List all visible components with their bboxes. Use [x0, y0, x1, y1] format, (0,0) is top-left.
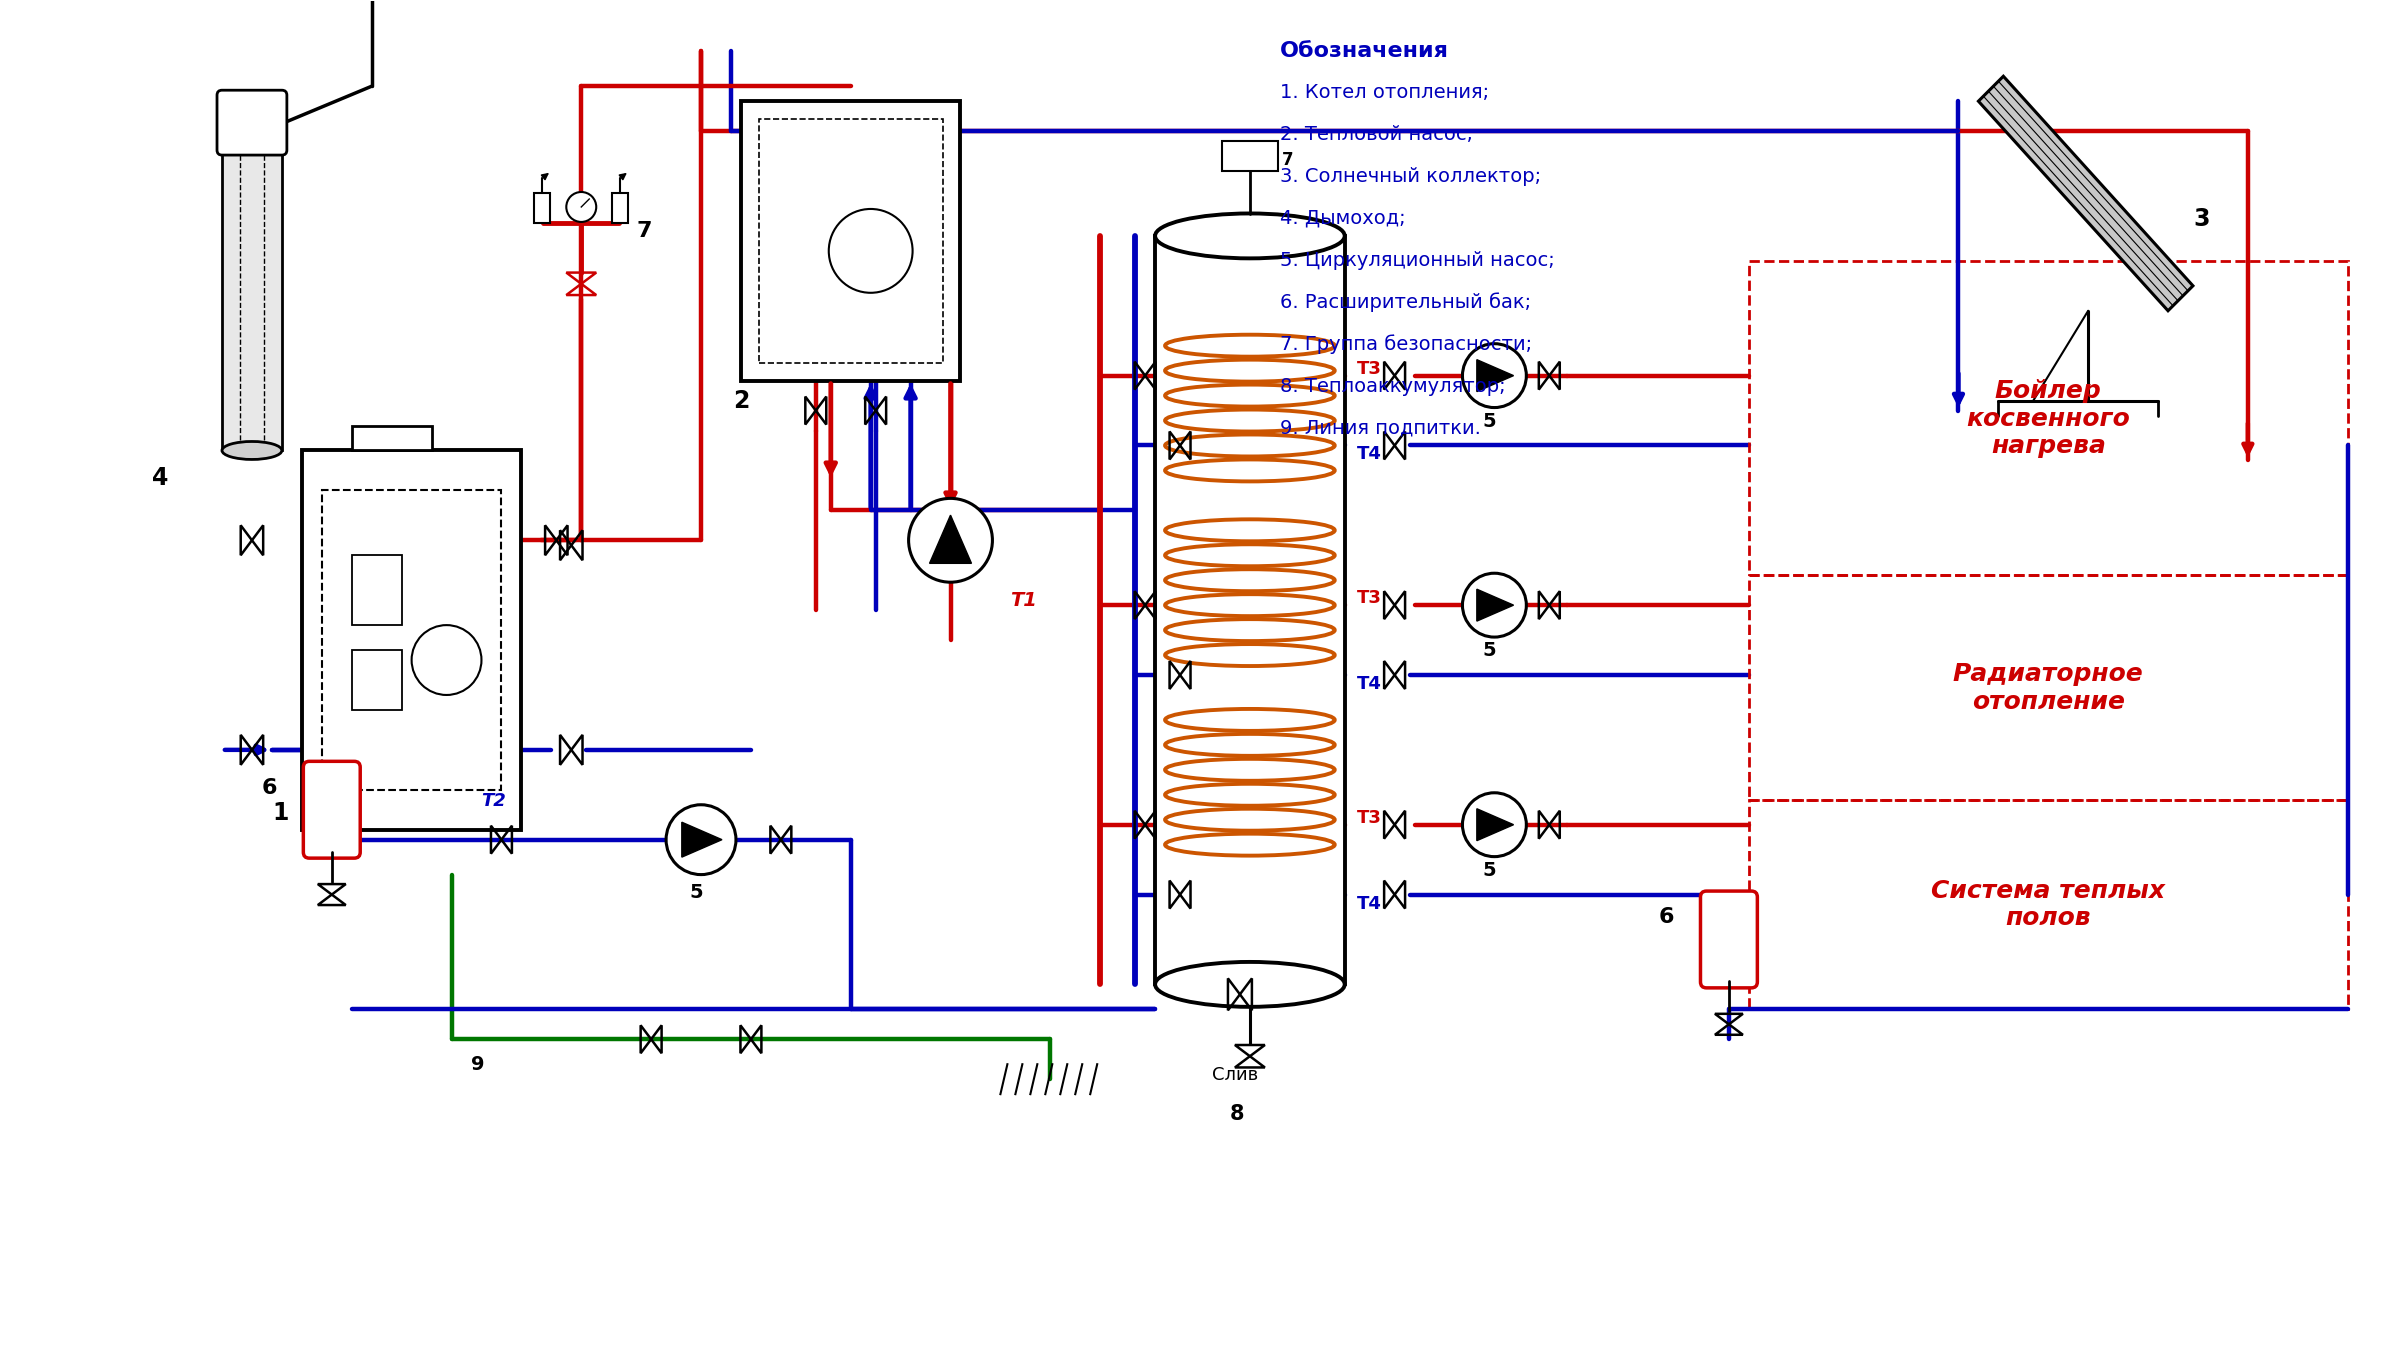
Text: 7: 7	[1281, 151, 1293, 169]
Ellipse shape	[1156, 214, 1346, 258]
Text: 5: 5	[1483, 412, 1497, 431]
Bar	[533, 193, 550, 223]
Bar	[759, 120, 942, 363]
Polygon shape	[682, 823, 721, 857]
Bar	[322, 491, 502, 790]
Text: 3. Солнечный коллектор;: 3. Солнечный коллектор;	[1281, 167, 1540, 186]
FancyBboxPatch shape	[216, 90, 286, 155]
Text: 5: 5	[1483, 641, 1497, 660]
Text: 5: 5	[1483, 861, 1497, 880]
Text: 3: 3	[2194, 207, 2208, 231]
Text: T4: T4	[1358, 895, 1382, 913]
Circle shape	[1463, 793, 1526, 857]
Text: 7: 7	[637, 220, 651, 241]
Circle shape	[1463, 344, 1526, 408]
Text: 4. Дымоход;: 4. Дымоход;	[1281, 209, 1406, 228]
Text: 2: 2	[733, 389, 750, 412]
Text: T4: T4	[1358, 675, 1382, 694]
Text: T3: T3	[1358, 809, 1382, 827]
Text: 1. Котел отопления;: 1. Котел отопления;	[1281, 83, 1490, 102]
Ellipse shape	[1156, 962, 1346, 1006]
FancyBboxPatch shape	[1701, 891, 1757, 987]
Text: T3: T3	[1358, 589, 1382, 607]
Bar	[1156, 235, 1346, 985]
Text: 9. Линия подпитки.: 9. Линия подпитки.	[1281, 419, 1480, 438]
Ellipse shape	[221, 132, 281, 150]
Text: 6: 6	[262, 778, 276, 798]
Text: Система теплых
полов: Система теплых полов	[1932, 879, 2165, 930]
Polygon shape	[1478, 589, 1514, 622]
Text: T2: T2	[481, 792, 507, 809]
Text: Радиаторное
отопление: Радиаторное отопление	[1954, 662, 2143, 714]
Circle shape	[908, 498, 992, 582]
Bar	[740, 101, 961, 381]
Polygon shape	[1478, 359, 1514, 392]
Text: 7. Группа безопасности;: 7. Группа безопасности;	[1281, 335, 1533, 355]
Text: 9: 9	[471, 1055, 485, 1074]
Text: 5. Циркуляционный насос;: 5. Циркуляционный насос;	[1281, 250, 1555, 269]
Bar	[351, 650, 401, 710]
Text: T1: T1	[1009, 592, 1038, 611]
Text: 4: 4	[151, 466, 168, 491]
Circle shape	[1463, 573, 1526, 636]
Ellipse shape	[221, 442, 281, 460]
Bar	[613, 193, 627, 223]
Bar	[303, 450, 521, 830]
Bar	[351, 555, 401, 626]
Text: 8. Теплоаккумулятор;: 8. Теплоаккумулятор;	[1281, 377, 1504, 396]
Text: T4: T4	[1358, 446, 1382, 464]
Bar	[1749, 575, 2348, 800]
Polygon shape	[1978, 76, 2194, 310]
Text: T3: T3	[1358, 359, 1382, 378]
Bar	[1749, 261, 2348, 575]
Text: 8: 8	[1230, 1104, 1245, 1125]
Text: 6. Расширительный бак;: 6. Расширительный бак;	[1281, 292, 1531, 313]
Text: 2. Тепловой насос;: 2. Тепловой насос;	[1281, 125, 1473, 144]
Polygon shape	[1478, 809, 1514, 840]
Text: 1: 1	[272, 801, 288, 824]
Bar	[221, 146, 281, 450]
Circle shape	[411, 626, 481, 695]
Text: Бойлер
косвенного
нагрева: Бойлер косвенного нагрева	[1966, 378, 2129, 458]
Bar	[351, 426, 433, 450]
Text: Слив: Слив	[1211, 1066, 1259, 1084]
Text: Обозначения: Обозначения	[1281, 41, 1449, 61]
Circle shape	[666, 805, 735, 874]
FancyBboxPatch shape	[303, 762, 360, 858]
Circle shape	[829, 209, 913, 292]
Polygon shape	[930, 515, 971, 563]
Circle shape	[567, 192, 596, 222]
Text: 6: 6	[1658, 907, 1675, 928]
Bar	[1749, 800, 2348, 1009]
Text: 5: 5	[690, 883, 702, 902]
Bar	[1223, 141, 1278, 171]
